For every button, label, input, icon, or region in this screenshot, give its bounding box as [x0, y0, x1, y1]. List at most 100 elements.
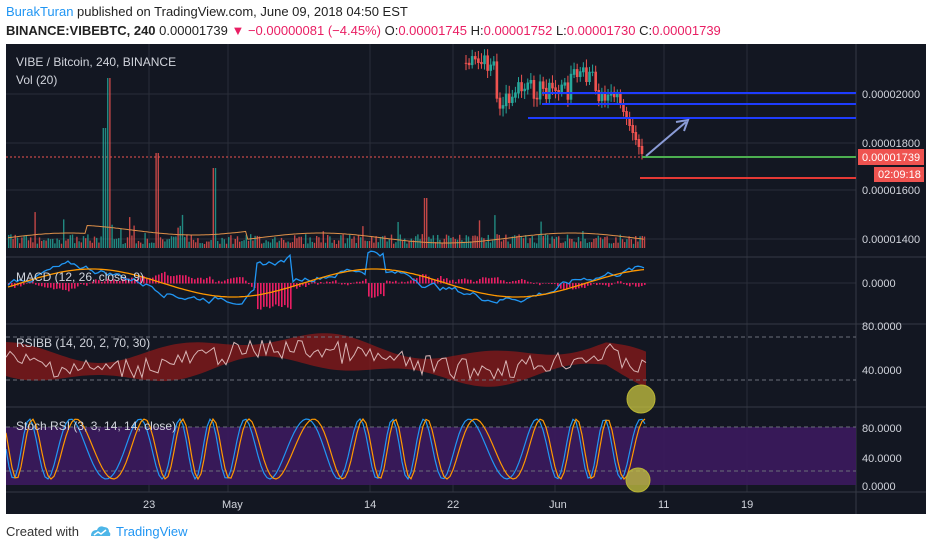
macd-hist-bar [68, 283, 70, 292]
macd-hist-bar [305, 283, 307, 287]
rsibb-pane-title: RSIBB (14, 20, 2, 70, 30) [16, 336, 150, 350]
stoch-tick: 40.0000 [862, 453, 902, 465]
volume-bar [555, 236, 558, 248]
volume-bar [164, 241, 166, 248]
macd-hist-bar [584, 283, 586, 288]
macd-hist-bar [413, 278, 415, 284]
macd-hist-bar [191, 277, 193, 284]
macd-hist-bar [599, 283, 601, 285]
volume-bar [19, 243, 21, 248]
signal-line [7, 268, 645, 298]
volume-bar [63, 219, 65, 248]
volume-bar [619, 234, 621, 248]
volume-bar [269, 242, 272, 248]
chart-header: BurakTuran published on TradingView.com,… [0, 0, 932, 44]
volume-bar [166, 239, 168, 248]
volume-bar [98, 242, 100, 248]
macd-hist-bar [593, 283, 595, 284]
volume-bar [533, 242, 536, 248]
time-tick: 14 [364, 499, 376, 511]
volume-bar [10, 234, 12, 248]
price-axis[interactable]: 0.00002000 0.00001800 0.00001600 0.00001… [862, 89, 920, 246]
author-link[interactable]: BurakTuran [6, 4, 74, 19]
macd-hist-bar [563, 283, 565, 290]
macd-hist-bar [419, 275, 421, 284]
volume-bar [71, 234, 74, 248]
volume-bar [632, 243, 635, 248]
volume-bar [483, 238, 485, 248]
macd-hist-bar [500, 280, 502, 284]
volume-ma-line [7, 224, 644, 244]
volume-bar [247, 240, 250, 248]
volume-bar [113, 239, 115, 248]
candle-body [631, 125, 635, 133]
macd-hist-bar [275, 283, 277, 305]
volume-bar [217, 241, 219, 248]
macd-hist-bar [71, 283, 73, 289]
volume-bar [454, 239, 456, 248]
low-label: L: [555, 23, 567, 38]
macd-tick: 0.0000 [862, 278, 896, 290]
macd-hist-bar [248, 283, 250, 285]
volume-bar [285, 242, 287, 248]
macd-hist-bar [11, 283, 13, 287]
candle-body [511, 96, 514, 103]
macd-hist-bar [362, 280, 364, 284]
volume-bar [318, 237, 320, 248]
volume-bar [190, 234, 192, 248]
macd-hist-bar [515, 280, 517, 284]
chart-canvas[interactable]: VIBE / Bitcoin, 240, BINANCE Vol (20) MA… [5, 44, 926, 514]
volume-bar [437, 234, 439, 248]
macd-hist-bar [215, 282, 217, 284]
macd-hist-bar [320, 281, 322, 284]
volume-bar [641, 235, 643, 248]
volume-bar [371, 236, 373, 248]
macd-hist-bar [179, 274, 181, 284]
volume-bar [219, 243, 221, 248]
macd-hist-bar [23, 283, 25, 285]
candle-body [492, 61, 496, 66]
volume-bar [593, 238, 595, 248]
volume-bar [254, 235, 256, 248]
macd-hist-bar [545, 282, 547, 284]
volume-bar [564, 241, 566, 248]
candle-body [514, 92, 517, 98]
macd-hist-bar [233, 277, 235, 284]
indicator-levels [6, 336, 856, 472]
volume-bar [144, 233, 146, 248]
volume-bar [184, 236, 186, 248]
volume-bar [406, 243, 408, 248]
macd-hist-bar [173, 276, 175, 284]
time-axis[interactable]: 23 May 14 22 Jun 11 19 [143, 499, 753, 511]
candle-body [628, 118, 631, 126]
candle-body [612, 91, 616, 98]
volume-bar [52, 238, 54, 248]
volume-bar [507, 241, 509, 248]
volume-bar [591, 242, 593, 248]
chart-area[interactable]: VIBE / Bitcoin, 240, BINANCE Vol (20) MA… [5, 44, 926, 514]
volume-bar [584, 238, 586, 248]
macd-hist-bar [452, 279, 454, 284]
macd-hist-bar [98, 280, 100, 284]
macd-hist-bar [356, 281, 358, 284]
volume-bar [560, 242, 562, 248]
volume-bar [162, 239, 164, 248]
volume-bar [36, 243, 38, 248]
volume-bar [562, 242, 564, 248]
macd-hist-bar [38, 283, 40, 286]
symbol-label: BINANCE:VIBEBTC, 240 [6, 23, 156, 38]
volume-bar [571, 238, 573, 248]
macd-hist-bar [350, 283, 352, 285]
volume-bar [102, 128, 104, 248]
volume-bar [582, 231, 584, 248]
macd-hist-bar [224, 280, 226, 284]
macd-hist-bar [476, 280, 478, 284]
candle-body [473, 56, 477, 60]
tradingview-link[interactable]: TradingView [116, 524, 188, 539]
volume-bar [221, 237, 223, 248]
volume-bar [245, 234, 247, 248]
volume-bar [212, 168, 214, 248]
stoch-pane-title: Stoch RSI (3, 3, 14, 14, close) [16, 419, 176, 433]
volume-bar [630, 239, 632, 248]
macd-hist-bar [218, 280, 220, 284]
